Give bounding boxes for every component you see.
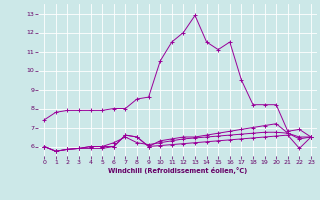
- X-axis label: Windchill (Refroidissement éolien,°C): Windchill (Refroidissement éolien,°C): [108, 167, 247, 174]
